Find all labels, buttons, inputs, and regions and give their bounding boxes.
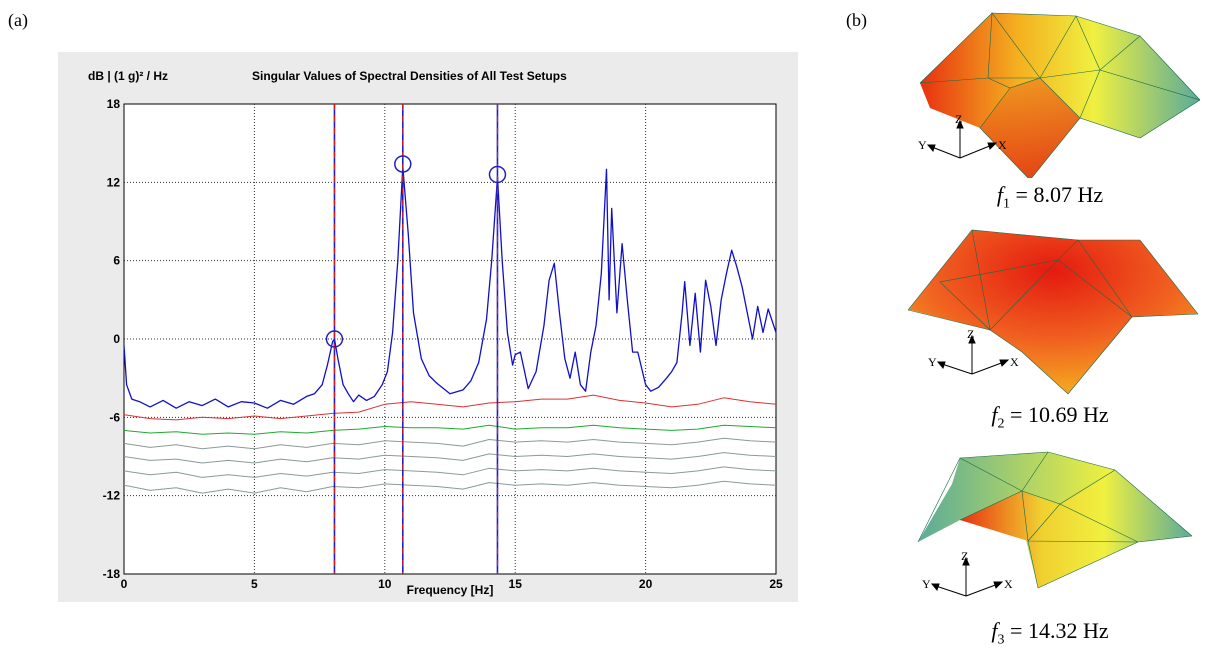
series-line-4 — [123, 437, 777, 450]
y-axis-label: dB | (1 g)² / Hz — [88, 69, 168, 83]
mode-2-frequency: f2 = 10.69 Hz — [991, 402, 1109, 432]
mode-3-x-label: X — [1004, 577, 1013, 591]
mode-2-y-label: Y — [928, 355, 937, 369]
x-tick-label: 0 — [121, 577, 128, 591]
series-line-6 — [123, 466, 777, 478]
panel-b-label: (b) — [846, 10, 867, 30]
x-tick-label: 20 — [639, 577, 653, 591]
series-line-5 — [123, 452, 777, 464]
mode-shape-2: Z X Y f2 = 10.69 Hz — [900, 222, 1200, 431]
mode-shape-1: Z X Y f1 = 8.07 Hz — [900, 8, 1200, 211]
spectral-density-chart: dB | (1 g)² / Hz Singular Values of Spec… — [58, 52, 798, 602]
grid — [124, 104, 776, 574]
x-axis-label: Frequency [Hz] — [407, 583, 494, 597]
plot-area — [123, 103, 777, 575]
y-tick-label: 18 — [107, 97, 121, 111]
mode-1-z-label: Z — [955, 113, 962, 126]
series-line-1 — [123, 166, 777, 409]
x-tick-label: 25 — [769, 577, 783, 591]
panel-a-label: (a) — [8, 10, 28, 30]
x-tick-label: 10 — [378, 577, 392, 591]
mode-2-surface — [908, 230, 1198, 394]
mode-2-shape — [907, 229, 1199, 395]
series-line-7 — [123, 480, 777, 494]
y-tick-label: 6 — [113, 254, 120, 268]
peak-markers — [325, 155, 507, 348]
series-line-3 — [123, 424, 777, 435]
series-line-2 — [123, 394, 777, 421]
mode-2-x-label: X — [1010, 355, 1019, 369]
mode-3-front-surface — [960, 470, 1192, 588]
mode-shape-3: Z X Y f3 = 14.32 Hz — [900, 446, 1200, 647]
peak-marker — [394, 155, 412, 173]
mode-1-x-label: X — [998, 138, 1007, 152]
mode-1-axes: Z X Y — [918, 113, 1007, 159]
y-tick-label: -18 — [103, 567, 121, 581]
y-tick-label: -6 — [109, 410, 120, 424]
tick-labels: 0 5 10 15 20 25 -18 -12 -6 0 6 12 18 — [103, 97, 783, 591]
chart-title: Singular Values of Spectral Densities of… — [252, 69, 567, 83]
peak-marker — [488, 165, 507, 184]
mode-3-z-label: Z — [961, 549, 968, 563]
mode-1-y-label: Y — [918, 138, 927, 152]
x-tick-label: 15 — [509, 577, 523, 591]
mode-2-z-label: Z — [967, 327, 974, 341]
mode-3-frequency: f3 = 14.32 Hz — [991, 618, 1109, 648]
y-tick-label: -12 — [103, 489, 121, 503]
peak-marker — [325, 330, 344, 348]
y-tick-label: 12 — [107, 175, 121, 189]
mode-3-shape — [917, 451, 1193, 589]
mode-3-axes: Z X Y — [922, 549, 1013, 597]
mode-2-axes: Z X Y — [928, 327, 1019, 375]
series-group — [123, 166, 777, 494]
mode-1-shape — [919, 12, 1200, 178]
mode-1-frequency: f1 = 8.07 Hz — [996, 182, 1104, 212]
mode-1-front-face — [980, 78, 1080, 178]
x-tick-label: 5 — [251, 577, 258, 591]
y-tick-label: 0 — [113, 332, 120, 346]
mode-3-y-label: Y — [922, 577, 931, 591]
